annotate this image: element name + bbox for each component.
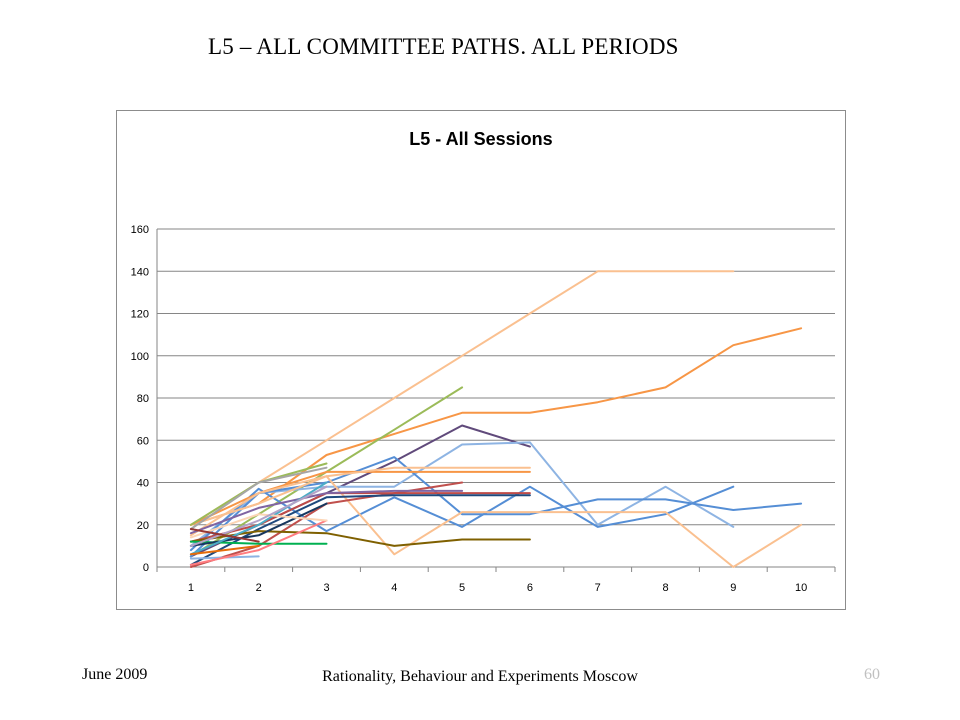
chart-frame: L5 - All Sessions 0 20 40 60 80 100 120 140 160 1… xyxy=(116,110,846,610)
series-line-19 xyxy=(189,466,328,530)
x-tick-label: 7 xyxy=(595,582,601,594)
y-tick-label: 80 xyxy=(137,393,149,405)
x-tick-label: 3 xyxy=(323,582,329,594)
chart-title: L5 - All Sessions xyxy=(409,129,553,149)
series-line-1 xyxy=(189,270,735,526)
series-line-14 xyxy=(189,489,464,535)
series-line-13 xyxy=(189,494,531,566)
series-line-15 xyxy=(189,530,531,547)
series-line-20 xyxy=(189,502,328,547)
series-line-26 xyxy=(189,528,260,543)
series-line-8 xyxy=(189,475,803,568)
x-tick-label: 5 xyxy=(459,582,465,594)
series-line-22 xyxy=(189,481,328,556)
series-line-10 xyxy=(189,466,531,537)
series-line-25 xyxy=(189,485,328,547)
x-tick-label: 1 xyxy=(188,582,194,594)
footer-conference: Rationality, Behaviour and Experiments M… xyxy=(322,668,638,685)
y-tick-label: 140 xyxy=(131,266,149,278)
x-tick-label: 8 xyxy=(662,582,668,594)
y-tick-label: 0 xyxy=(143,562,149,574)
x-tick-label: 10 xyxy=(795,582,807,594)
x-tick-label: 6 xyxy=(527,582,533,594)
line-chart: 0 20 40 60 80 100 120 140 160 1 2 3 4 5 6 7 8 9 10 xyxy=(131,224,836,594)
y-tick-label: 120 xyxy=(131,309,149,321)
series-line-7 xyxy=(189,456,803,558)
y-tick-label: 40 xyxy=(137,478,149,490)
series-line-2 xyxy=(189,327,803,526)
y-tick-label: 160 xyxy=(131,224,149,236)
x-tick-label: 9 xyxy=(730,582,736,594)
series-line-12 xyxy=(189,492,531,543)
series-line-24 xyxy=(189,513,328,539)
y-tick-label: 20 xyxy=(137,520,149,532)
x-tick-label: 2 xyxy=(256,582,262,594)
series-line-23 xyxy=(189,544,260,556)
slide-title: L5 – ALL COMMITTEE PATHS. ALL PERIODS xyxy=(208,34,679,59)
page-number: 60 xyxy=(864,666,880,683)
y-tick-label: 60 xyxy=(137,435,149,447)
x-tick-label: 4 xyxy=(391,582,397,594)
series-line-21 xyxy=(189,519,328,566)
footer-date: June 2009 xyxy=(82,666,148,683)
y-tick-label: 100 xyxy=(131,351,149,363)
